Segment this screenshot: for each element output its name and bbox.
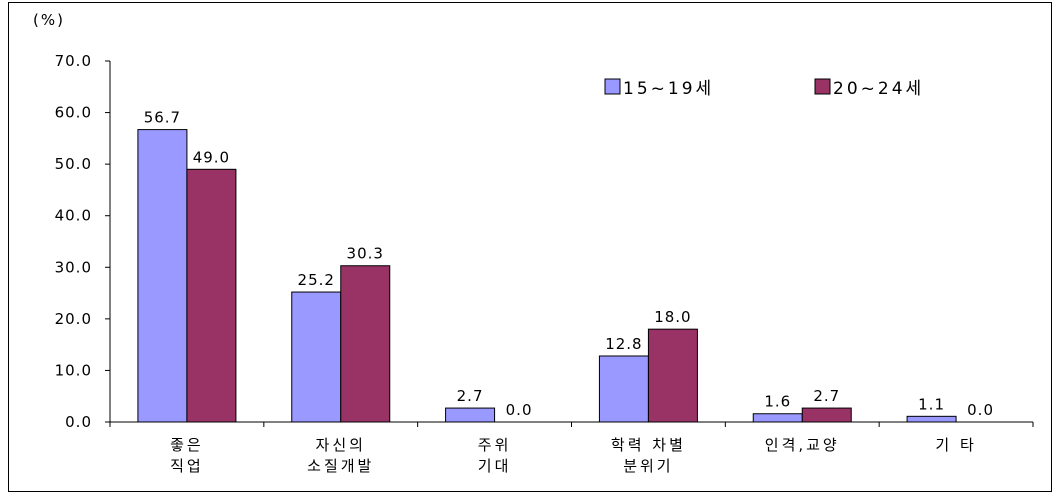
y-axis: 0.0 10.0 20.0 30.0 40.0 50.0 60.0 70.0 [55,52,111,431]
legend: 15~19세 20~24세 [604,78,924,99]
bar-series2 [186,168,237,423]
y-tick-label: 40.0 [55,207,92,225]
data-label: 30.3 [347,245,384,263]
y-tick-label: 60.0 [55,104,92,122]
data-label: 1.6 [764,393,791,411]
data-label: 0.0 [967,401,994,419]
legend-label: 15~19세 [623,79,714,99]
y-tick-label: 30.0 [55,258,92,276]
data-label: 0.0 [506,401,533,419]
data-label: 18.0 [654,308,691,326]
bar-series1 [752,413,803,423]
y-tick-label: 50.0 [55,155,92,173]
data-label: 1.1 [918,395,945,413]
bar-series2 [647,328,698,423]
data-labels: 56.7 49.0 25.2 30.3 2.7 0.0 12.8 18.0 1.6 2.7 1.1 0… [144,109,994,419]
bar-series1 [137,129,188,423]
category-label: 기대 [478,457,512,475]
data-label: 49.0 [193,148,230,166]
data-label: 2.7 [813,387,840,405]
category-label: 소질개발 [307,457,374,475]
bar-series1 [598,355,649,423]
bars [137,129,957,423]
bar-series2 [801,407,852,423]
category-label: 주위 [478,436,512,454]
category-label: 분위기 [623,457,673,475]
bar-series1 [906,415,957,423]
y-tick-label: 20.0 [55,310,92,328]
bar-series1 [291,291,342,423]
x-axis [109,421,1034,427]
category-label: 기 타 [935,436,976,454]
bar-series1 [445,407,496,423]
y-tick-label: 10.0 [55,361,92,379]
y-tick-label: 70.0 [55,52,92,70]
legend-label: 20~24세 [833,79,924,99]
category-label: 학력 차별 [611,436,686,454]
category-label: 인격,교양 [765,436,840,454]
data-label: 56.7 [144,109,181,127]
bar-series2 [340,265,391,423]
category-label: 직업 [170,457,204,475]
legend-swatch [604,78,621,95]
data-label: 2.7 [457,387,484,405]
y-tick-label: 0.0 [65,413,92,431]
unit-label: (%) [33,11,65,29]
data-label: 25.2 [298,271,335,289]
category-label: 좋은 [170,436,204,454]
category-label: 자신의 [316,436,366,454]
data-label: 12.8 [605,335,642,353]
legend-swatch [814,78,831,95]
